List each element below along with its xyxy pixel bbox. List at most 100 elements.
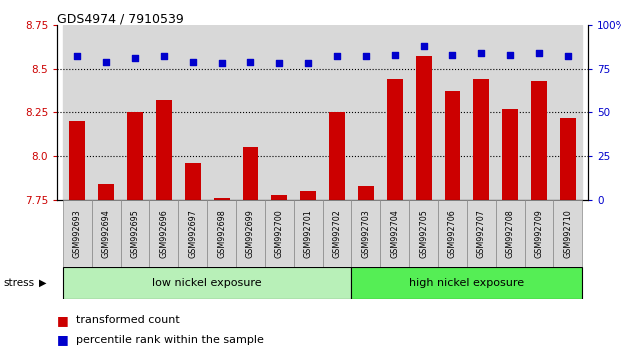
Bar [120,200,150,267]
Bar [150,25,178,200]
Bar [70,121,85,200]
Point [130,55,140,61]
Bar [207,200,236,267]
Bar [467,25,496,200]
Text: GSM992705: GSM992705 [419,209,428,258]
Text: GSM992696: GSM992696 [160,209,168,258]
Text: GSM992703: GSM992703 [361,209,370,258]
Point [390,52,400,57]
Point [332,53,342,59]
Point [505,52,515,57]
Bar [156,100,172,200]
Bar [214,198,230,200]
Bar [351,200,380,267]
Bar [323,25,351,200]
Text: percentile rank within the sample: percentile rank within the sample [76,335,264,345]
Bar [127,113,143,200]
Point [361,53,371,59]
Bar [351,267,582,299]
Bar [467,200,496,267]
Bar [243,147,258,200]
Bar [207,25,236,200]
Text: GSM992698: GSM992698 [217,209,226,258]
Bar [63,200,92,267]
Bar [98,184,114,200]
Text: low nickel exposure: low nickel exposure [152,278,262,288]
Text: GSM992706: GSM992706 [448,209,457,258]
Bar [445,91,460,200]
Bar [300,191,316,200]
Bar [265,200,294,267]
Point [188,59,197,64]
Text: GSM992710: GSM992710 [563,209,573,258]
Bar [473,79,489,200]
Bar [496,200,525,267]
Bar [387,79,402,200]
Bar [265,25,294,200]
Bar [438,25,467,200]
Point [101,59,111,64]
Bar [178,200,207,267]
Bar [409,200,438,267]
Bar [409,25,438,200]
Text: stress: stress [3,278,34,288]
Bar [553,200,582,267]
Text: ■: ■ [57,314,69,327]
Bar [502,109,518,200]
Bar [415,56,432,200]
Bar [496,25,525,200]
Point [159,53,169,59]
Point [217,61,227,66]
Bar [380,200,409,267]
Text: ■: ■ [57,333,69,346]
Bar [351,25,380,200]
Point [448,52,458,57]
Text: GSM992699: GSM992699 [246,209,255,258]
Bar [63,25,92,200]
Point [303,61,313,66]
Bar [236,200,265,267]
Bar [271,195,288,200]
Bar [178,25,207,200]
Point [419,43,428,48]
Bar [236,25,265,200]
Text: GSM992695: GSM992695 [130,209,140,258]
Bar [358,186,374,200]
Text: GSM992700: GSM992700 [275,209,284,258]
Bar [120,25,150,200]
Point [274,61,284,66]
Bar [531,81,547,200]
Bar [329,113,345,200]
Bar [150,200,178,267]
Bar [380,25,409,200]
Text: GSM992697: GSM992697 [188,209,197,258]
Text: GSM992704: GSM992704 [390,209,399,258]
Text: ▶: ▶ [39,278,47,288]
Bar [63,267,351,299]
Point [534,50,544,56]
Bar [525,200,553,267]
Bar [185,163,201,200]
Bar [553,25,582,200]
Point [563,53,573,59]
Text: GSM992701: GSM992701 [304,209,313,258]
Bar [294,25,323,200]
Bar [438,200,467,267]
Text: GSM992708: GSM992708 [505,209,515,258]
Text: GSM992693: GSM992693 [73,209,82,258]
Bar [92,25,120,200]
Text: GDS4974 / 7910539: GDS4974 / 7910539 [57,12,184,25]
Bar [560,118,576,200]
Bar [525,25,553,200]
Point [476,50,486,56]
Bar [323,200,351,267]
Text: GSM992694: GSM992694 [102,209,111,258]
Text: transformed count: transformed count [76,315,179,325]
Text: GSM992707: GSM992707 [477,209,486,258]
Text: high nickel exposure: high nickel exposure [409,278,525,288]
Text: GSM992709: GSM992709 [535,209,543,258]
Point [73,53,83,59]
Bar [92,200,120,267]
Bar [294,200,323,267]
Text: GSM992702: GSM992702 [332,209,342,258]
